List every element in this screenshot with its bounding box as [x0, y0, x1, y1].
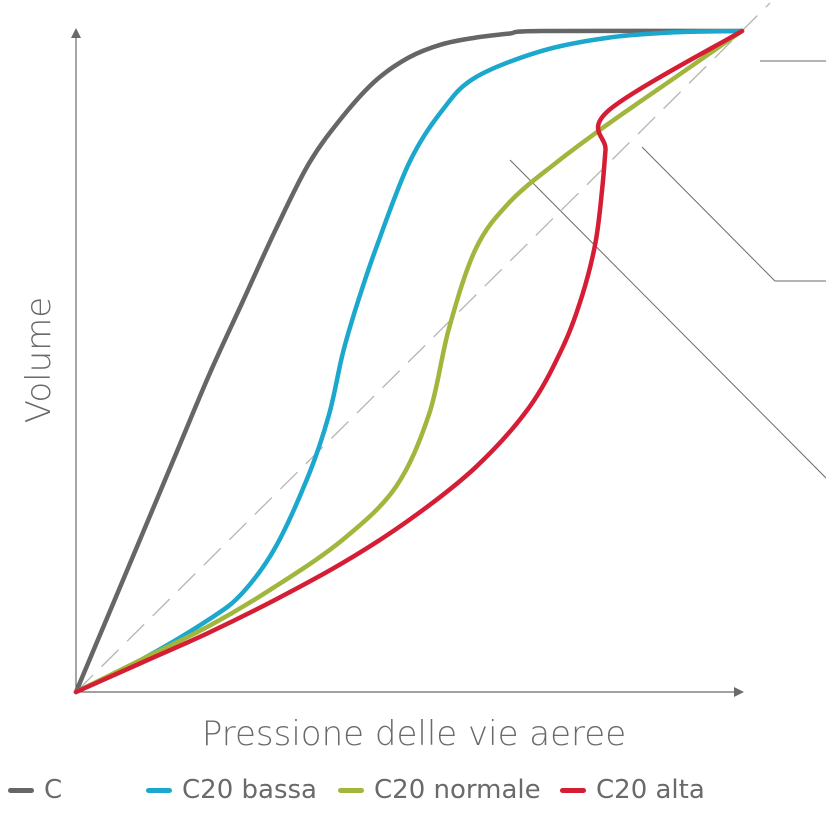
legend-item: C20 normale [338, 770, 541, 810]
legend-swatch [338, 787, 364, 793]
y-axis-arrow [71, 28, 81, 38]
series-line-c [73, 28, 745, 695]
series-line-c20-bassa [73, 28, 745, 695]
legend-label: C [44, 775, 63, 805]
y-axis-label: Volume [19, 297, 59, 423]
x-axis-label: Pressione delle vie aeree [202, 714, 626, 754]
legend-label: C20 bassa [182, 775, 317, 805]
series-line-c20-alta [73, 28, 745, 695]
legend-swatch [146, 787, 172, 793]
legend-item: C20 alta [560, 770, 705, 810]
identity-reference-line [75, 2, 771, 693]
legend-item: C20 bassa [146, 770, 317, 810]
legend: C C20 bassa C20 normale C20 alta [0, 770, 826, 810]
callout-leader-line [509, 159, 826, 479]
legend-label: C20 normale [374, 775, 541, 805]
legend-swatch [8, 787, 34, 793]
legend-swatch [560, 787, 586, 793]
legend-item: C [8, 770, 62, 810]
callout-leader-line [641, 146, 776, 282]
legend-label: C20 alta [596, 775, 705, 805]
series-line-c20-normale [73, 28, 745, 695]
x-axis-arrow [734, 687, 744, 697]
